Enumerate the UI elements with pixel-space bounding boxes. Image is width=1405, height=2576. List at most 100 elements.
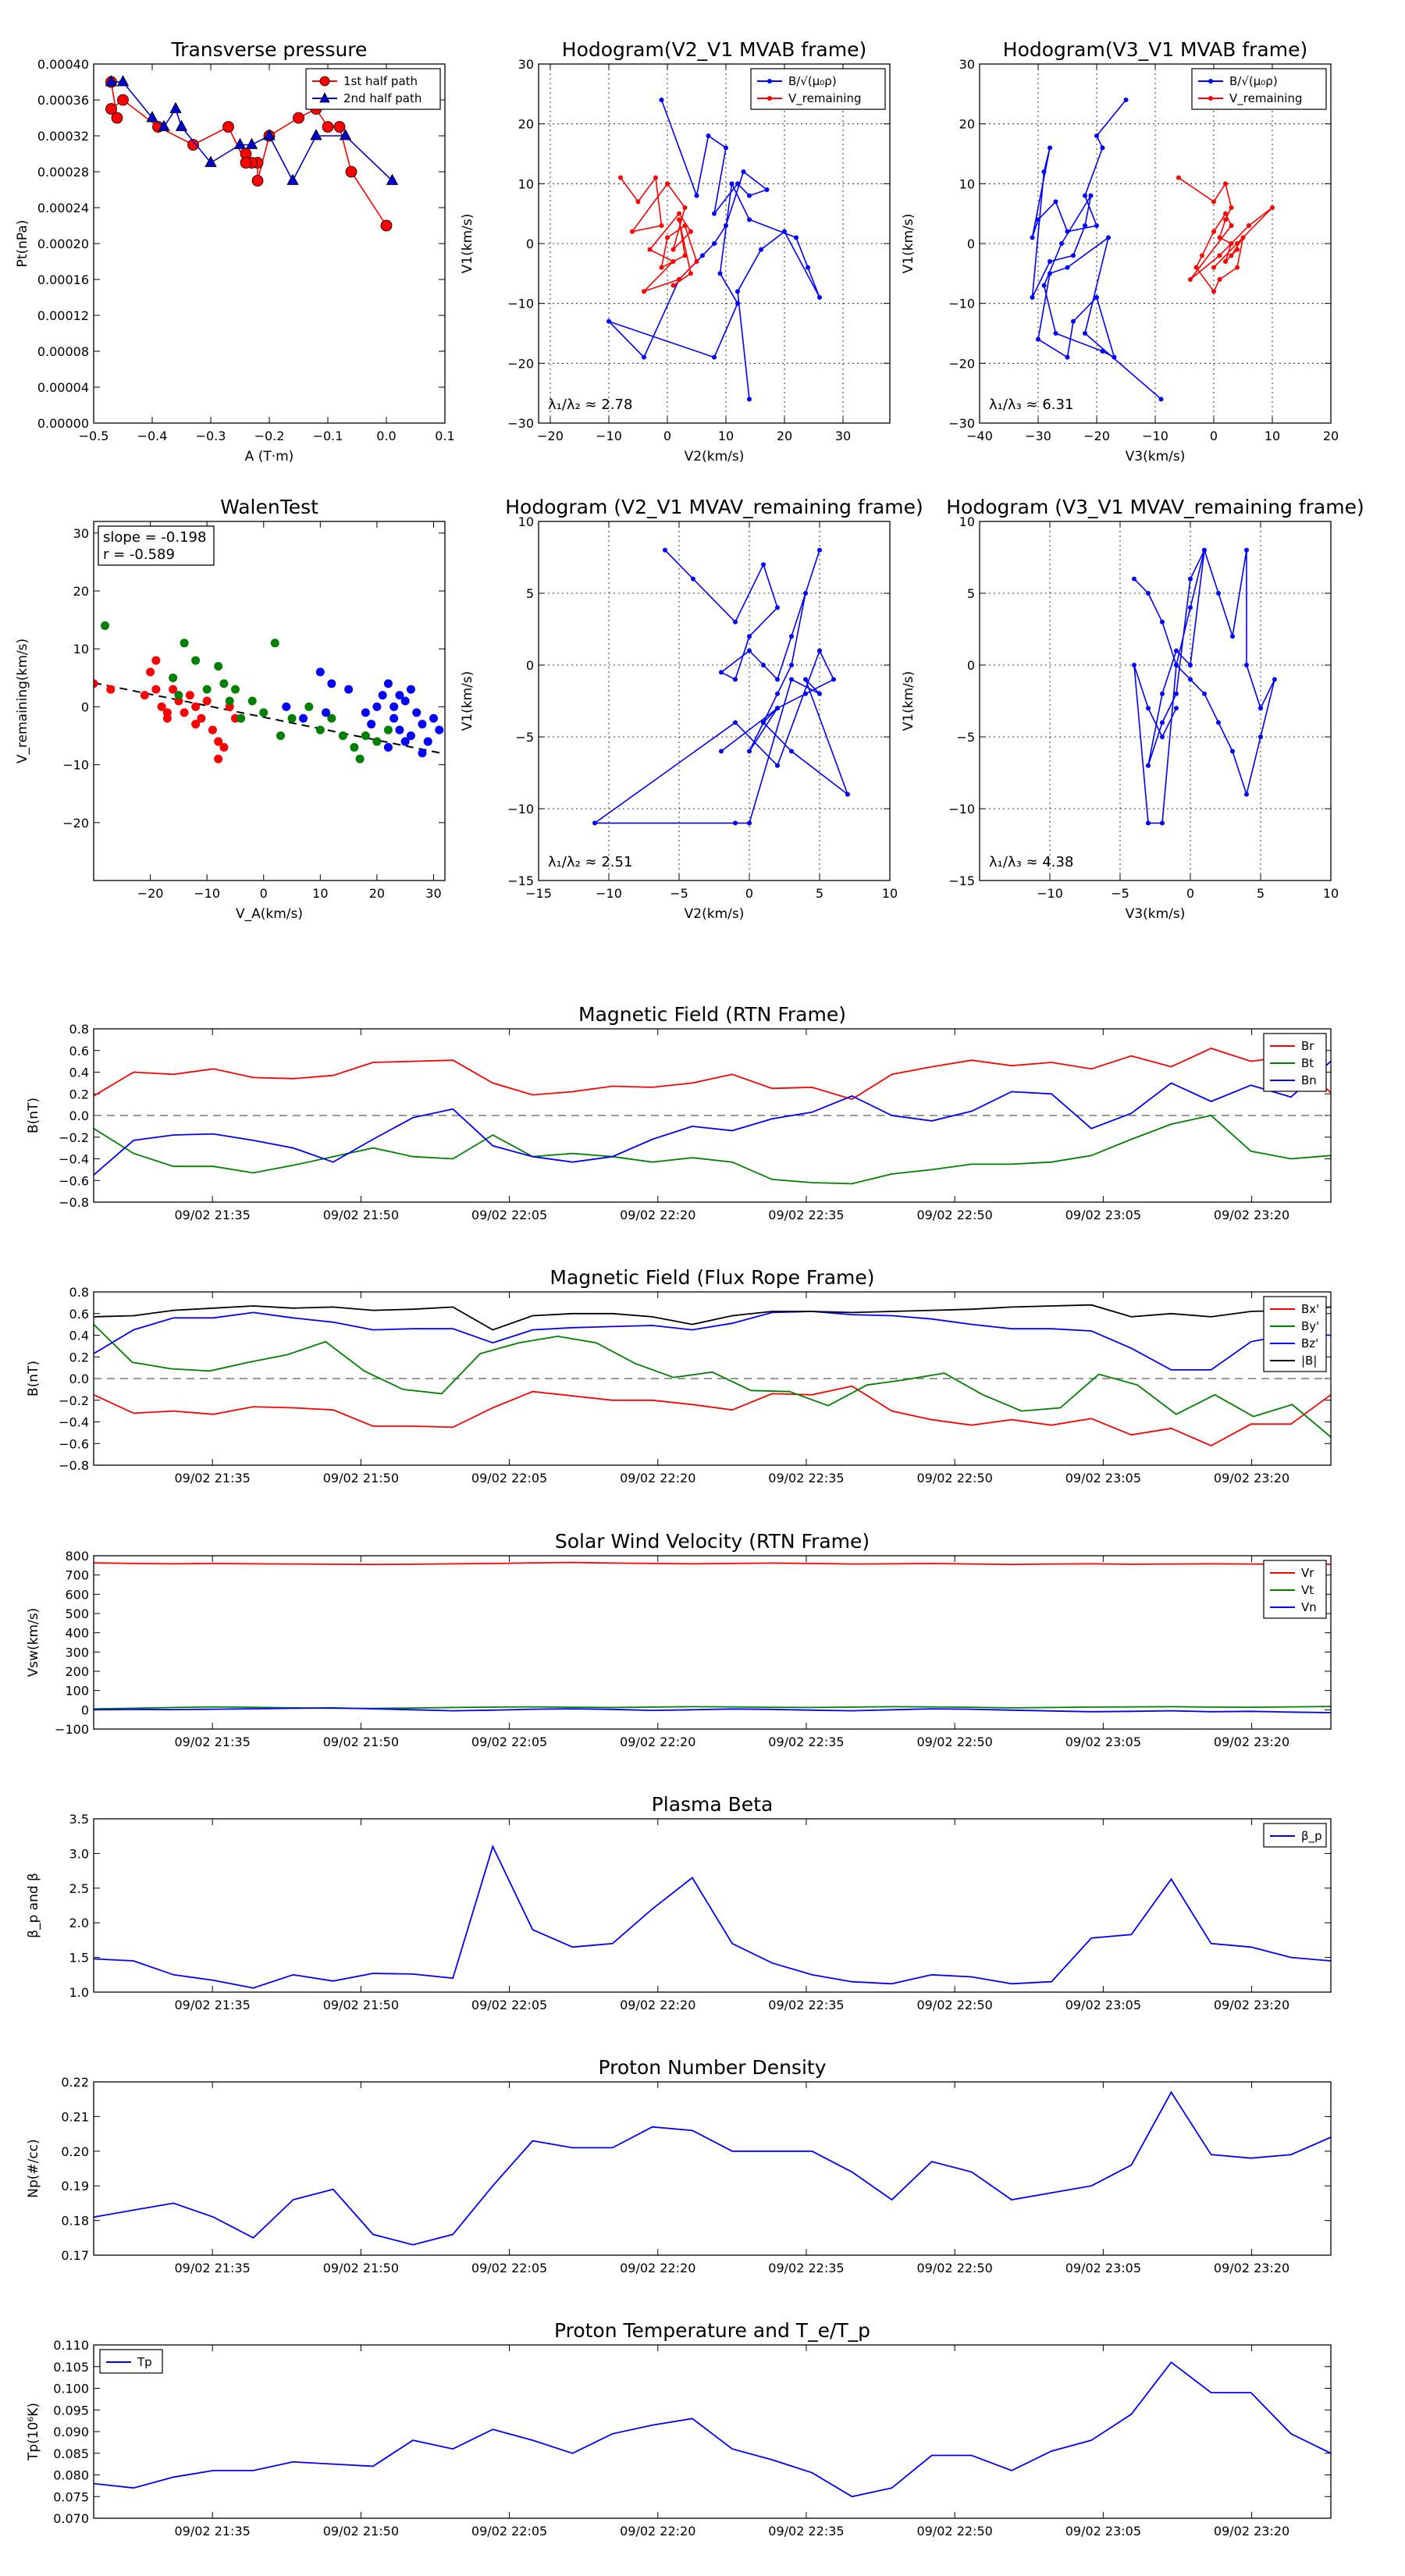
data-point xyxy=(747,397,752,402)
data-point xyxy=(151,656,161,665)
y-tick-label: 3.5 xyxy=(69,1812,89,1827)
data-point xyxy=(106,685,116,694)
ratio-annotation: λ₁/λ₂ ≈ 2.51 xyxy=(548,854,632,870)
x-tick-label: −10 xyxy=(1037,886,1063,901)
x-tick-label: 09/02 23:05 xyxy=(1065,1735,1141,1749)
data-point xyxy=(1240,235,1246,240)
data-point xyxy=(647,247,653,252)
y-tick-label: 10 xyxy=(518,176,534,191)
x-tick-label: 09/02 21:35 xyxy=(175,1208,251,1222)
y-tick-label: 0.070 xyxy=(53,2511,89,2526)
y-tick-label: 0.17 xyxy=(61,2248,89,2263)
chart-panel-proton-temperature: Proton Temperature and T_e/T_p 09/02 21:3… xyxy=(26,2319,1332,2539)
data-point xyxy=(233,137,247,149)
data-point xyxy=(1158,397,1164,402)
data-point xyxy=(688,229,693,234)
legend-label: B/√(μ₀ρ) xyxy=(788,74,837,88)
y-tick-label: −10 xyxy=(948,802,975,817)
chart-panel-hodogram-v3v1-mvab: Hodogram(V3_V1 MVAB frame)−40 −30 −20 −10 0 1… xyxy=(901,38,1339,464)
y-tick-label: −5 xyxy=(956,730,975,745)
stats-box xyxy=(98,525,215,566)
data-point xyxy=(1083,193,1087,198)
data-point xyxy=(1223,217,1228,222)
y-tick-label: 0.095 xyxy=(53,2403,89,2418)
data-point xyxy=(240,157,252,169)
data-point xyxy=(1244,663,1249,667)
legend: Vr Vt Vn xyxy=(1263,1560,1327,1619)
plot-frame xyxy=(93,1555,1332,1730)
data-point xyxy=(691,576,695,582)
data-point xyxy=(185,691,194,700)
legend-marker xyxy=(767,79,772,84)
data-point xyxy=(694,193,699,198)
data-point xyxy=(717,271,723,276)
data-point xyxy=(592,820,597,826)
x-tick-label: 09/02 23:05 xyxy=(1065,2261,1141,2275)
plot-frame xyxy=(93,1291,1332,1466)
y-tick-label: −20 xyxy=(507,356,534,371)
x-tick-label: 09/02 22:35 xyxy=(768,2261,844,2275)
data-point xyxy=(761,663,766,667)
plot-area xyxy=(105,75,399,232)
data-point xyxy=(169,685,178,694)
legend-marker xyxy=(1208,96,1213,101)
data-point xyxy=(237,713,246,723)
x-tick-label: 0 xyxy=(663,429,671,443)
y-tick-label: 300 xyxy=(65,1645,89,1660)
y-tick-label: −5 xyxy=(515,730,534,745)
data-point xyxy=(817,547,822,553)
y-tick-label: 200 xyxy=(65,1664,89,1679)
x-tick-label: 09/02 21:35 xyxy=(175,2524,251,2539)
plot-area xyxy=(94,1304,1331,1447)
y-tick-label: −20 xyxy=(948,356,975,371)
plot-frame xyxy=(979,521,1332,881)
data-point xyxy=(140,691,149,700)
plot-area xyxy=(1132,547,1277,826)
legend-label: Bx' xyxy=(1301,1302,1319,1316)
legend-label: V_remaining xyxy=(788,91,862,106)
data-point xyxy=(735,289,740,294)
data-point xyxy=(670,283,676,288)
y-tick-label: −0.8 xyxy=(59,1458,89,1473)
x-tick-label: 09/02 21:35 xyxy=(175,2261,251,2275)
data-point xyxy=(1229,241,1234,246)
data-point xyxy=(789,634,794,639)
plot-frame xyxy=(93,521,446,881)
data-point xyxy=(1188,677,1193,682)
x-tick-label: 09/02 22:20 xyxy=(620,1735,695,1749)
y-tick-label: 0.110 xyxy=(53,2338,89,2353)
data-point xyxy=(1036,217,1040,222)
x-tick-label: 09/02 22:50 xyxy=(917,1735,993,1749)
data-point xyxy=(1223,259,1228,264)
data-point xyxy=(719,749,724,754)
x-tick-label: 09/02 23:05 xyxy=(1065,1998,1141,2012)
data-point xyxy=(1053,331,1058,336)
legend-label: Tp xyxy=(137,2355,152,2369)
data-point xyxy=(327,679,336,688)
y-tick-label: 10 xyxy=(518,514,534,529)
data-point xyxy=(322,708,331,717)
data-point xyxy=(1270,205,1275,210)
y-tick-label: 0.4 xyxy=(69,1066,89,1080)
chart-title: Solar Wind Velocity (RTN Frame) xyxy=(555,1530,870,1553)
y-tick-label: 0 xyxy=(81,699,89,714)
data-point xyxy=(214,754,223,763)
data-point xyxy=(1188,576,1193,582)
data-point xyxy=(418,720,427,729)
plot-frame xyxy=(93,2081,1332,2256)
data-point xyxy=(219,679,229,688)
data-point xyxy=(712,354,717,360)
data-point xyxy=(191,702,201,711)
data-point xyxy=(1041,169,1047,174)
y-tick-label: 0.00012 xyxy=(37,308,89,323)
legend-label: Bz' xyxy=(1301,1336,1318,1350)
data-point xyxy=(263,129,276,141)
x-axis-label: V_A(km/s) xyxy=(236,906,303,922)
data-point xyxy=(1216,720,1221,725)
data-point xyxy=(1217,235,1222,240)
y-tick-label: 0.080 xyxy=(53,2468,89,2483)
ratio-annotation: λ₁/λ₃ ≈ 4.38 xyxy=(989,854,1073,870)
x-tick-label: 20 xyxy=(777,429,792,443)
y-tick-label: 30 xyxy=(959,57,975,72)
y-tick-label: 5 xyxy=(967,586,975,601)
